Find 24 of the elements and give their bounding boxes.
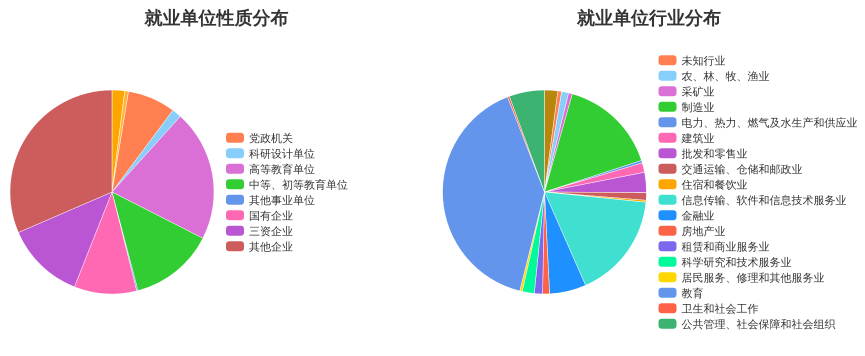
- chart-title: 就业单位行业分布: [576, 8, 721, 29]
- legend-label: 批发和零售业: [682, 147, 748, 160]
- legend-label: 交通运输、仓储和邮政业: [682, 162, 802, 176]
- legend-label: 建筑业: [680, 132, 714, 145]
- legend-label: 采矿业: [682, 85, 714, 98]
- chart-title: 就业单位性质分布: [143, 8, 288, 29]
- legend-label: 中等、初等教育单位: [249, 178, 348, 192]
- legend-label: 卫生和社会工作: [682, 302, 758, 316]
- legend-label: 制造业: [682, 100, 714, 114]
- legend-label: 租赁和商业服务业: [682, 240, 770, 254]
- legend-label: 未知行业: [682, 54, 726, 68]
- legend-label: 国有企业: [249, 209, 293, 222]
- legend-label: 金融业: [682, 209, 714, 222]
- legend-label: 房地产业: [682, 224, 726, 238]
- legend-label: 其他企业: [249, 240, 293, 254]
- legend-label: 科学研究和技术服务业: [682, 256, 792, 269]
- legend-label: 高等教育单位: [249, 162, 315, 176]
- legend-label: 其他事业单位: [249, 194, 315, 207]
- legend-label: 三资企业: [249, 224, 293, 238]
- legend-label: 农、林、牧、渔业: [682, 70, 770, 83]
- legend-label: 党政机关: [249, 132, 293, 145]
- legend-label: 住宿和餐饮业: [682, 178, 748, 192]
- legend-label: 科研设计单位: [249, 147, 315, 160]
- legend-label: 教育: [682, 286, 704, 300]
